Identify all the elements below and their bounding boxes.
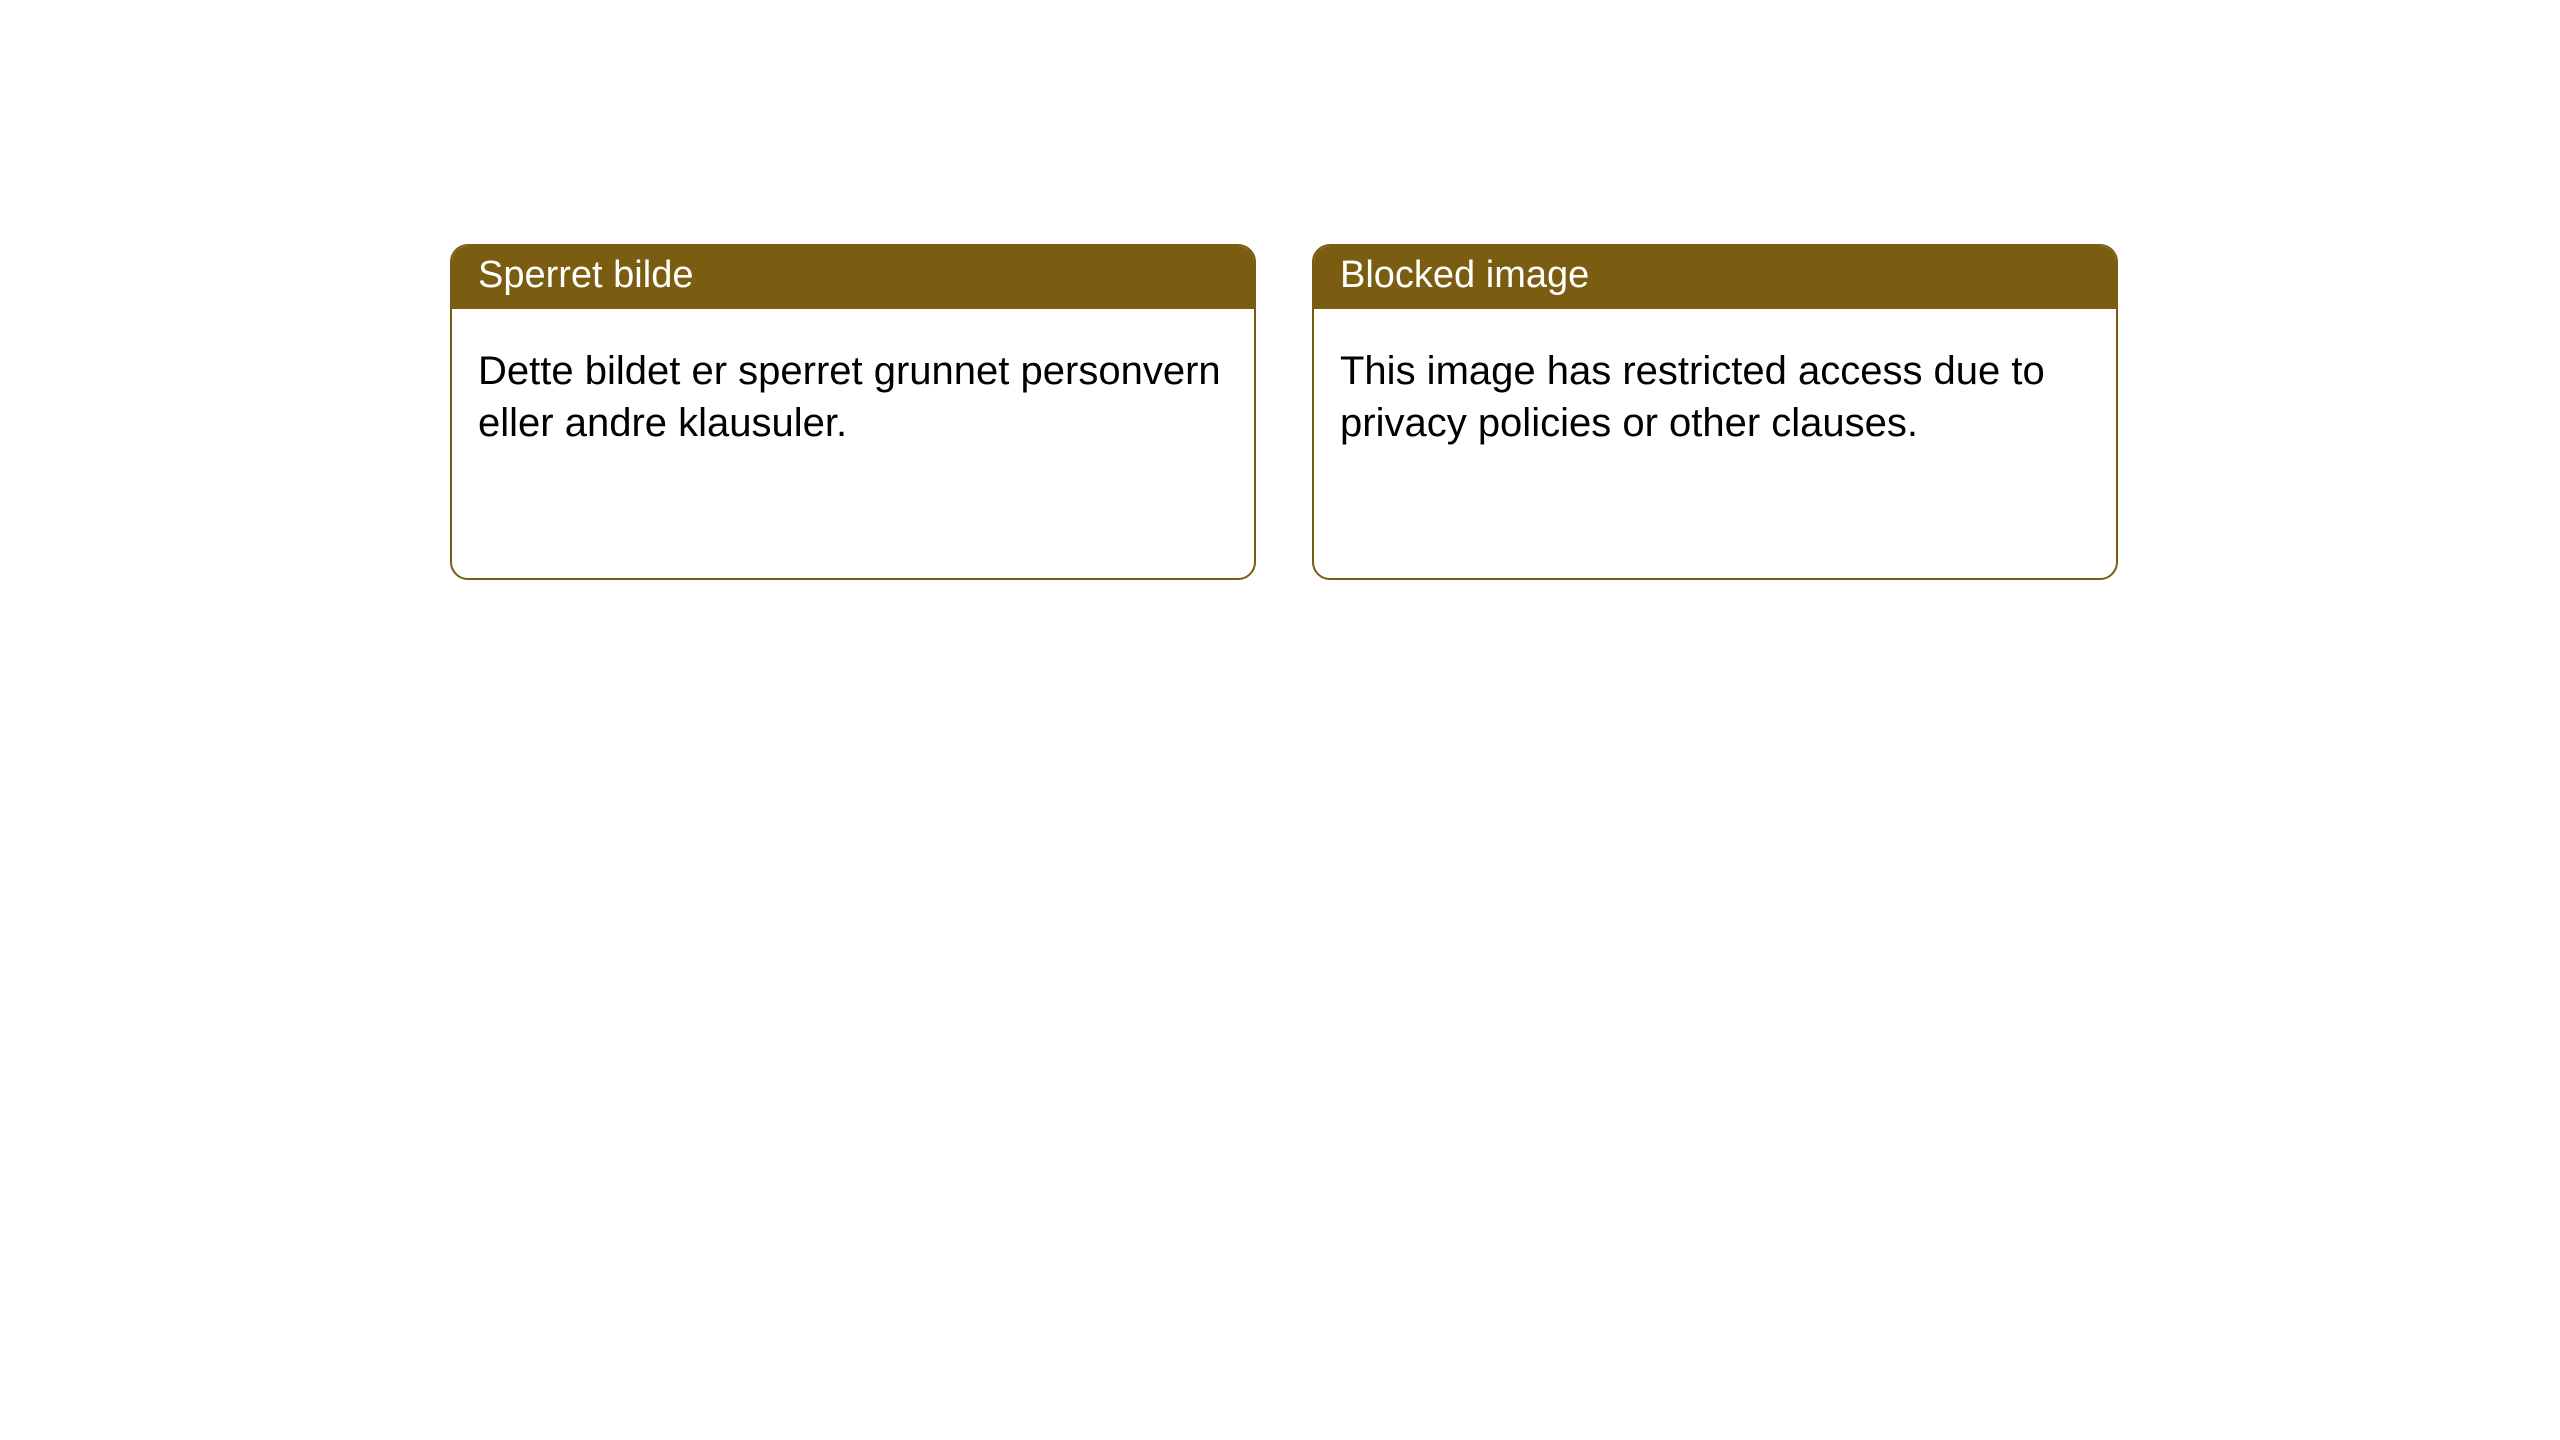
notice-container: Sperret bilde Dette bildet er sperret gr…: [0, 0, 2560, 580]
notice-body-no: Dette bildet er sperret grunnet personve…: [452, 309, 1254, 471]
notice-card-en: Blocked image This image has restricted …: [1312, 244, 2118, 580]
notice-title-en: Blocked image: [1314, 246, 2116, 309]
notice-card-no: Sperret bilde Dette bildet er sperret gr…: [450, 244, 1256, 580]
notice-body-en: This image has restricted access due to …: [1314, 309, 2116, 471]
notice-title-no: Sperret bilde: [452, 246, 1254, 309]
